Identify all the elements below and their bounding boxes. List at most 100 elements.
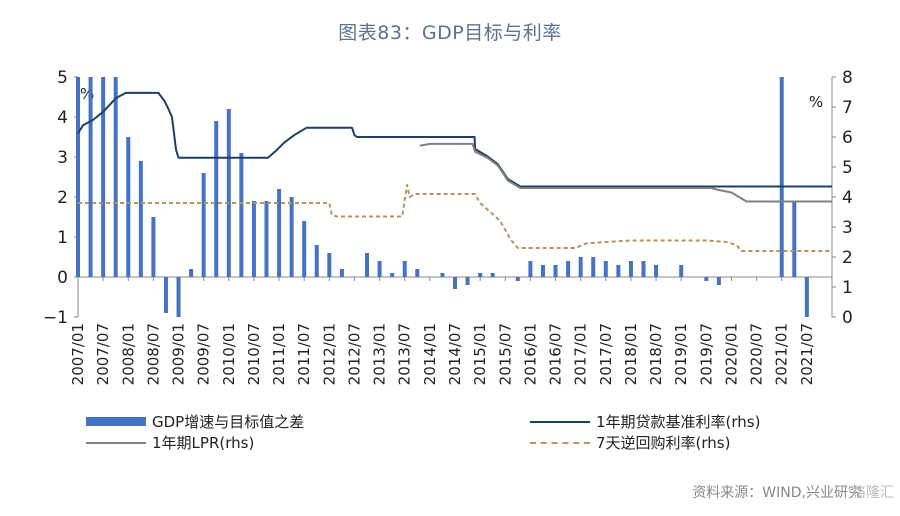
x-tick-label: 2012/07: [345, 323, 363, 385]
left-tick-label: 1: [57, 228, 68, 248]
bar: [138, 161, 143, 277]
bar: [88, 77, 93, 277]
x-tick-label: 2007/01: [69, 323, 87, 385]
x-tick-label: 2017/07: [597, 323, 615, 385]
x-tick-label: 2011/07: [295, 323, 313, 385]
left-tick-label: 5: [57, 68, 68, 88]
bar: [603, 261, 608, 277]
x-tick-label: 2020/07: [748, 323, 766, 385]
legend-swatch-line: [530, 420, 590, 423]
x-tick-label: 2015/07: [496, 323, 514, 385]
legend-swatch-bar: [86, 417, 146, 426]
bar: [239, 153, 244, 277]
x-tick-label: 2012/01: [320, 323, 338, 385]
bar: [553, 265, 558, 277]
x-tick-label: 2008/01: [119, 323, 137, 385]
bar: [679, 265, 684, 277]
bar: [641, 261, 646, 277]
legend-item-reverse-repo: 7天逆回购利率(rhs): [530, 432, 730, 453]
x-tick-label: 2017/01: [572, 323, 590, 385]
series-lpr-line: [419, 142, 832, 203]
bar: [566, 261, 571, 277]
bar: [465, 277, 470, 285]
legend-label-gdp: GDP增速与目标值之差: [152, 413, 305, 431]
right-tick-label: 4: [842, 188, 853, 208]
x-tick-label: 2018/07: [647, 323, 665, 385]
x-tick-label: 2014/07: [446, 323, 464, 385]
bar: [101, 77, 106, 277]
x-tick-label: 2007/07: [94, 323, 112, 385]
legend-item-gdp: GDP增速与目标值之差: [86, 411, 304, 432]
bar: [540, 265, 545, 277]
bar: [214, 121, 219, 277]
x-tick-label: 2016/07: [547, 323, 565, 385]
legend-label-loan-rate: 1年期贷款基准利率(rhs): [596, 413, 761, 431]
bar: [704, 277, 709, 281]
bar: [289, 197, 294, 277]
right-tick-label: 1: [842, 278, 853, 298]
watermark: 格隆汇: [852, 485, 894, 501]
right-tick-label: 2: [842, 248, 853, 268]
left-tick-label: 3: [57, 148, 68, 168]
bar: [779, 77, 784, 277]
x-tick-label: 2014/01: [421, 323, 439, 385]
x-tick-label: 2015/01: [471, 323, 489, 385]
bar: [415, 269, 420, 277]
x-tick-label: 2020/01: [722, 323, 740, 385]
bar: [151, 217, 156, 277]
legend-swatch-line: [86, 441, 146, 444]
legend-item-lpr: 1年期LPR(rhs): [86, 432, 254, 453]
series-loan-rate-line: [77, 91, 832, 188]
bar: [277, 189, 282, 277]
x-tick-label: 2018/01: [622, 323, 640, 385]
bar: [176, 277, 181, 317]
left-tick-label: 2: [57, 188, 68, 208]
bar: [591, 257, 596, 277]
bar: [792, 201, 797, 277]
bar: [515, 277, 520, 281]
bar: [201, 173, 206, 277]
bar: [578, 257, 583, 277]
x-tick-label: 2008/07: [144, 323, 162, 385]
bar: [113, 77, 118, 277]
bar: [302, 221, 307, 277]
bar: [314, 245, 319, 277]
left-tick-label: 4: [57, 108, 68, 128]
legend-label-reverse-repo: 7天逆回购利率(rhs): [596, 434, 731, 452]
right-tick-label: 6: [842, 128, 853, 148]
bar: [453, 277, 457, 289]
x-tick-label: 2009/01: [170, 323, 188, 385]
legend-item-loan-rate: 1年期贷款基准利率(rhs): [530, 411, 760, 432]
left-tick-label: −1: [43, 308, 68, 328]
x-tick-label: 2016/01: [521, 323, 539, 385]
bar: [377, 261, 382, 277]
bar: [716, 277, 721, 285]
right-unit-label: %: [809, 93, 823, 111]
bar: [440, 273, 445, 277]
bar: [327, 253, 332, 277]
x-tick-label: 2013/07: [396, 323, 414, 385]
bar: [251, 201, 256, 277]
bar: [163, 277, 168, 313]
bar: [628, 261, 633, 277]
bar: [226, 109, 231, 277]
bar: [528, 261, 533, 277]
x-tick-label: 2013/01: [371, 323, 389, 385]
bar: [478, 273, 483, 277]
right-tick-label: 5: [842, 158, 853, 178]
bar: [126, 137, 131, 277]
right-tick-label: 0: [842, 308, 853, 328]
bar: [390, 273, 395, 277]
bar: [189, 269, 194, 277]
bar: [402, 261, 407, 277]
source-note: 资料来源：WIND,兴业研究: [692, 485, 862, 501]
x-tick-label: 2009/07: [195, 323, 213, 385]
bar: [76, 77, 80, 277]
x-tick-label: 2010/07: [245, 323, 263, 385]
chart-title: 图表83：GDP目标与利率: [338, 22, 562, 44]
bar: [264, 201, 269, 277]
bar: [616, 265, 621, 277]
series-reverse-repo-line: [78, 184, 832, 252]
legend-swatch-dash: [530, 441, 590, 444]
bar: [365, 253, 370, 277]
